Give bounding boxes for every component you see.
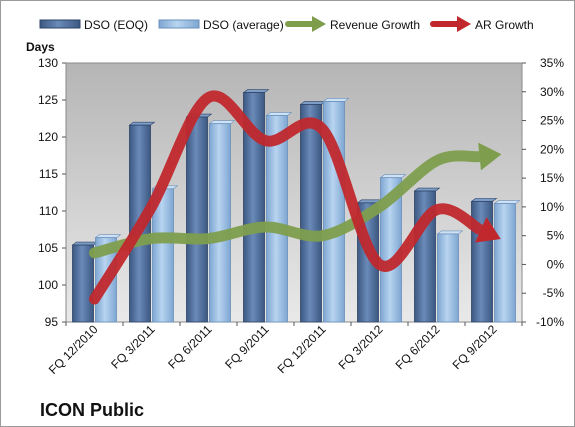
legend-swatch-dso-average: [158, 19, 200, 29]
y-tick-label: 105: [38, 241, 58, 255]
y-tick-label: 120: [38, 130, 58, 144]
legend-item-revenue-growth: Revenue Growth: [285, 16, 420, 32]
bar-top-dso-average: [493, 200, 521, 204]
y2-tick-label: 30%: [540, 85, 564, 99]
y2-tick-label: 0%: [547, 257, 565, 271]
legend-arrowhead-revenue-growth: [312, 16, 326, 32]
y2-tick-label: -5%: [543, 286, 565, 300]
bar-top-dso-average: [94, 234, 122, 238]
legend-label-dso-eoq: DSO (EOQ): [84, 18, 148, 32]
legend-item-ar-growth: AR Growth: [430, 16, 534, 32]
bar-top-dso-eoq: [128, 121, 156, 126]
line-ar-growth: [89, 90, 485, 305]
chart-title: ICON Public: [40, 400, 144, 420]
bar-top-dso-average: [265, 112, 293, 116]
bar-top-dso-eoq: [71, 241, 99, 246]
bar-top-dso-average: [322, 98, 350, 102]
bar-top-dso-eoq: [299, 101, 327, 105]
left-axis: 95 100 105 110 115 120 125 130: [38, 56, 66, 329]
bar-dso-average: [266, 115, 288, 323]
bar-top-dso-average: [208, 120, 236, 124]
bar-dso-average: [209, 123, 231, 323]
bar-top-dso-average: [379, 174, 407, 178]
legend-arrowhead-ar-growth: [457, 16, 471, 32]
bar-top-dso-eoq: [242, 89, 270, 93]
bar-dso-eoq: [186, 116, 208, 323]
bar-top-dso-eoq: [470, 198, 498, 202]
y-tick-label: 110: [39, 204, 58, 218]
bar-dso-eoq: [300, 104, 322, 323]
lines-layer: [89, 90, 502, 305]
arrowhead-revenue-growth: [478, 142, 502, 171]
bar-dso-average: [494, 203, 516, 323]
bar-dso-eoq: [72, 244, 94, 323]
y2-tick-label: 20%: [540, 142, 564, 156]
bar-dso-eoq: [243, 92, 265, 323]
arrowhead-ar-growth: [474, 217, 501, 243]
legend: DSO (EOQ) DSO (average) Revenue Growth A…: [39, 16, 534, 32]
bar-top-dso-eoq: [413, 187, 441, 192]
bar-dso-average: [437, 233, 459, 323]
legend-label-ar-growth: AR Growth: [475, 18, 534, 32]
y2-tick-label: 15%: [540, 171, 564, 185]
legend-swatch-dso-eoq: [39, 19, 81, 29]
y2-tick-label: 35%: [540, 56, 564, 70]
line-revenue-growth: [89, 150, 484, 259]
y-axis-label: Days: [26, 40, 55, 54]
legend-item-dso-average: DSO (average): [158, 18, 284, 32]
y-tick-label: 125: [38, 93, 58, 107]
legend-item-dso-eoq: DSO (EOQ): [39, 18, 148, 32]
y2-tick-label: 5%: [547, 229, 565, 243]
legend-label-dso-average: DSO (average): [203, 18, 284, 32]
y-tick-label: 130: [38, 56, 58, 70]
right-axis: -10% -5% 0% 5% 10% 15% 20% 25% 30% 35%: [522, 56, 564, 329]
y2-tick-label: -10%: [536, 315, 564, 329]
bars-layer: [71, 89, 521, 323]
legend-label-revenue-growth: Revenue Growth: [330, 18, 420, 32]
y-tick-label: 95: [45, 315, 59, 329]
y2-tick-label: 10%: [540, 200, 564, 214]
y-tick-label: 115: [39, 167, 58, 181]
y2-tick-label: 25%: [540, 114, 564, 128]
bar-top-dso-average: [436, 230, 464, 235]
y-tick-label: 100: [38, 278, 58, 292]
